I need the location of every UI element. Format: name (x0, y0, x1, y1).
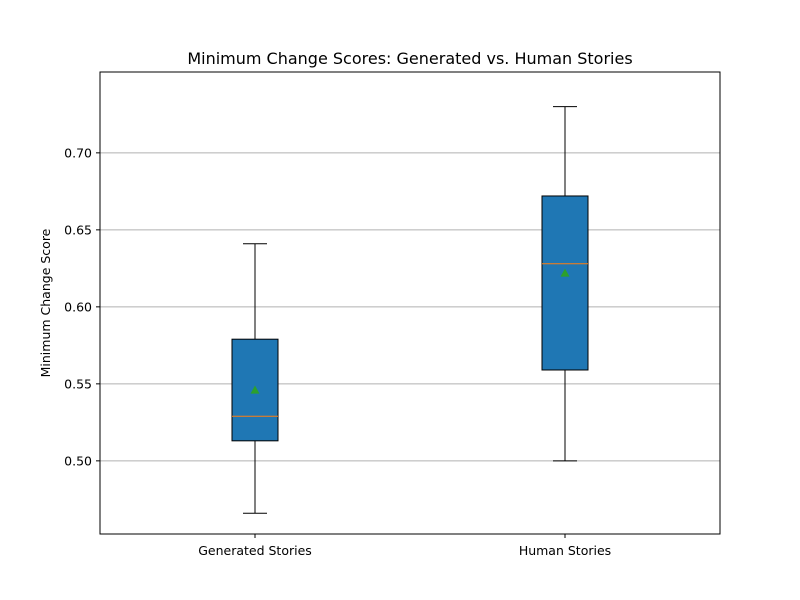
plot-area-frame (99, 71, 721, 535)
y-axis-label: Minimum Change Score (38, 228, 53, 377)
box-plots (231, 106, 589, 514)
y-tick-label: 0.65 (64, 222, 92, 237)
box-generated-stories (231, 243, 279, 514)
y-axis-ticks: 0.50 0.55 0.60 0.65 0.70 (64, 145, 100, 468)
box-human-stories (541, 106, 589, 462)
y-tick-label: 0.55 (64, 376, 92, 391)
x-axis-ticks: Generated Stories Human Stories (198, 534, 611, 558)
grid-lines (100, 152, 720, 462)
mean-marker (560, 268, 570, 277)
chart-title: Minimum Change Scores: Generated vs. Hum… (187, 49, 632, 68)
x-tick-label: Generated Stories (198, 543, 312, 558)
y-tick-label: 0.50 (64, 453, 92, 468)
y-tick-label: 0.70 (64, 145, 92, 160)
x-tick-label: Human Stories (519, 543, 611, 558)
mean-marker (250, 385, 260, 394)
box-iqr (231, 338, 279, 442)
y-tick-label: 0.60 (64, 299, 92, 314)
box-iqr (541, 195, 589, 371)
